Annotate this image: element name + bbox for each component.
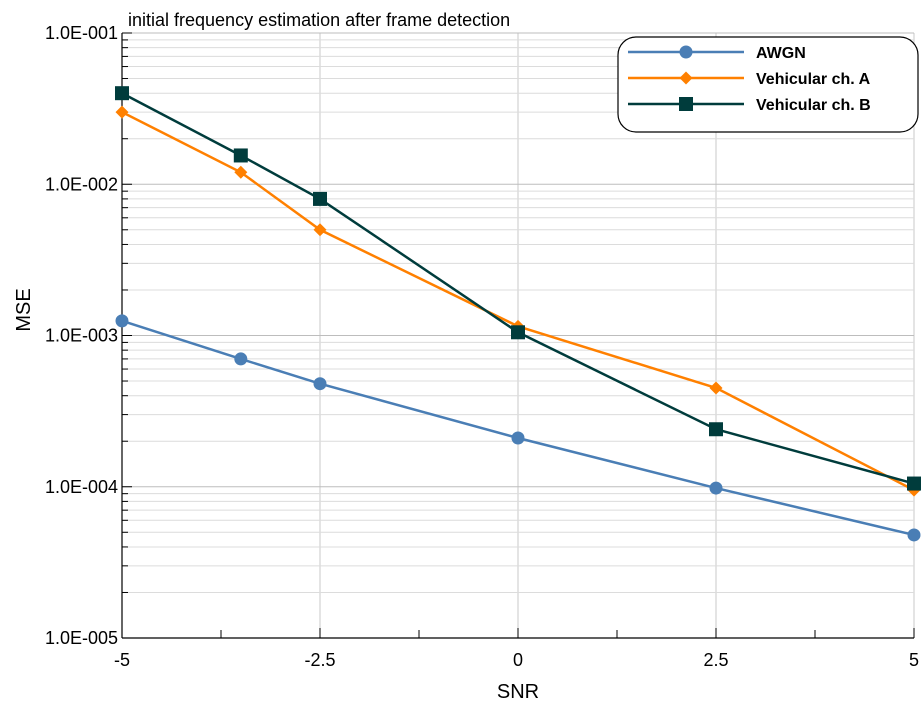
data-point xyxy=(115,86,129,101)
y-tick-label: 1.0E-003 xyxy=(45,326,118,346)
y-axis-label: MSE xyxy=(13,288,35,331)
series-line xyxy=(121,92,915,485)
series-1 xyxy=(115,105,921,497)
tick-labels: -5 -2.5 0 2.5 5 1.0E-005 1.0E-004 1.0E-003 1.0E-… xyxy=(45,23,919,670)
series-line xyxy=(121,110,915,492)
data-point xyxy=(313,223,327,237)
series-2 xyxy=(115,86,921,491)
legend-entry: Vehicular ch. A xyxy=(628,71,871,88)
data-point xyxy=(709,481,723,495)
legend-label: AWGN xyxy=(756,45,806,62)
y-tick-label: 1.0E-004 xyxy=(45,477,118,497)
y-tick-label: 1.0E-002 xyxy=(45,174,118,194)
series xyxy=(115,86,921,542)
chart-title: initial frequency estimation after frame… xyxy=(128,10,510,30)
data-point xyxy=(234,352,248,366)
data-point xyxy=(679,97,693,111)
data-point xyxy=(907,476,921,491)
legend: AWGN Vehicular ch. A Vehicular ch. B xyxy=(617,36,919,133)
data-point xyxy=(115,105,129,119)
x-axis-label: SNR xyxy=(497,681,539,703)
data-point xyxy=(907,528,921,542)
data-point xyxy=(313,377,327,391)
x-tick-label: 0 xyxy=(513,650,523,670)
series-line xyxy=(121,319,915,537)
data-point xyxy=(709,381,723,395)
legend-entry: AWGN xyxy=(628,45,806,62)
data-point xyxy=(313,191,327,206)
data-point xyxy=(679,45,693,59)
legend-label: Vehicular ch. A xyxy=(756,71,871,88)
data-point xyxy=(709,422,723,437)
y-tick-label: 1.0E-005 xyxy=(45,628,118,648)
x-tick-label: -2.5 xyxy=(304,650,335,670)
data-point xyxy=(511,325,525,340)
legend-label: Vehicular ch. B xyxy=(756,97,871,114)
data-point xyxy=(233,148,248,163)
x-tick-label: 5 xyxy=(909,650,919,670)
x-tick-label: -5 xyxy=(114,650,130,670)
series-0 xyxy=(115,314,921,542)
data-point xyxy=(679,71,693,85)
x-tick-label: 2.5 xyxy=(703,650,728,670)
y-tick-label: 1.0E-001 xyxy=(45,23,118,43)
data-point xyxy=(115,314,129,328)
legend-entry: Vehicular ch. B xyxy=(628,97,871,114)
axes xyxy=(121,32,915,639)
data-point xyxy=(234,165,248,179)
data-point xyxy=(511,431,525,445)
